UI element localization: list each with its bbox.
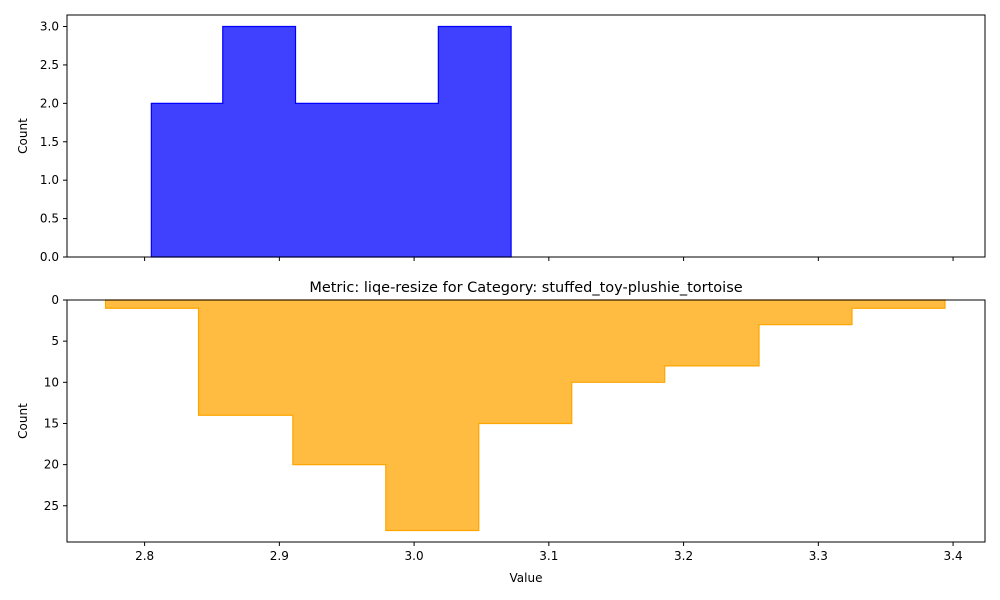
y-axis-label: Count (16, 403, 30, 439)
x-axis-label: Value (510, 571, 543, 585)
y-tick-label: 2.5 (40, 58, 59, 72)
y-axis-label: Count (16, 118, 30, 154)
x-tick-label: 3.1 (539, 549, 558, 563)
y-tick-label: 0.5 (40, 212, 59, 226)
x-tick-label: 2.9 (270, 549, 289, 563)
y-tick-label: 10 (44, 375, 59, 389)
chart-title: Metric: liqe-resize for Category: stuffe… (309, 280, 742, 296)
y-tick-label: 20 (44, 458, 59, 472)
x-tick-label: 2.8 (135, 549, 154, 563)
y-tick-label: 15 (44, 416, 59, 430)
top-histogram-panel: 0.0 0.5 1.0 1.5 2.0 2.5 3.0 Count (16, 14, 986, 264)
x-tick-label: 3.4 (944, 549, 963, 563)
y-tick-label: 2.0 (40, 96, 59, 110)
x-tick-label: 3.3 (809, 549, 828, 563)
histogram-series-0-0 (150, 25, 512, 258)
axes-frame (66, 14, 986, 258)
x-tick-label: 3.0 (405, 549, 424, 563)
axes-frame (66, 299, 986, 543)
y-tick-label: 5 (51, 334, 59, 348)
y-tick-label: 25 (44, 499, 59, 513)
histogram-series-1-0 (104, 299, 946, 532)
y-tick-label: 0 (51, 293, 59, 307)
y-tick-label: 1.0 (40, 173, 59, 187)
y-tick-label: 1.5 (40, 135, 59, 149)
bottom-histogram-panel: 2.8 2.9 3.0 3.1 3.2 3.3 3.4 0 5 10 15 20 25 Count Valu… (16, 280, 986, 585)
y-tick-label: 0.0 (40, 250, 59, 264)
x-tick-label: 3.2 (674, 549, 693, 563)
y-tick-label: 3.0 (40, 20, 59, 34)
